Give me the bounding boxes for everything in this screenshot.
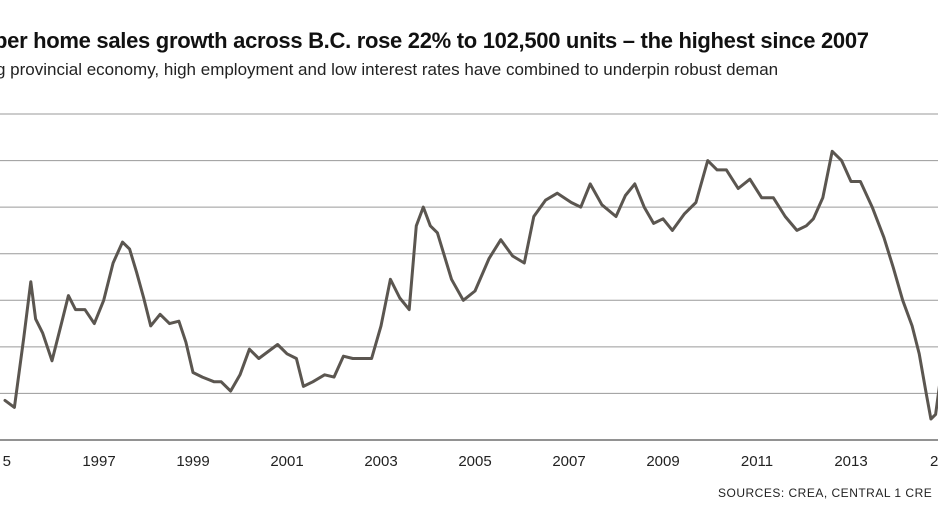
x-tick-label: 1997 [82, 453, 115, 470]
x-tick-label: 2 [930, 453, 938, 470]
series-line [3, 149, 938, 421]
gridlines [0, 113, 938, 441]
x-tick-label: 1999 [176, 453, 209, 470]
x-tick-label: 2009 [646, 453, 679, 470]
series-group [3, 149, 938, 421]
x-tick-label: 2005 [458, 453, 491, 470]
x-tick-label: 2007 [552, 453, 585, 470]
x-tick-label: 5 [3, 453, 11, 470]
chart-subtitle: g provincial economy, high employment an… [0, 60, 779, 79]
x-axis-tick-labels: 5 1997 1999 2001 2003 2005 2007 2009 2011 2013 2 [3, 453, 938, 470]
sources-note: SOURCES: CREA, CENTRAL 1 CRE [718, 486, 933, 500]
x-tick-label: 2013 [834, 453, 867, 470]
x-tick-label: 2001 [270, 453, 303, 470]
chart-title: ber home sales growth across B.C. rose 2… [0, 28, 869, 53]
x-tick-label: 2003 [364, 453, 397, 470]
x-tick-label: 2011 [741, 453, 773, 470]
